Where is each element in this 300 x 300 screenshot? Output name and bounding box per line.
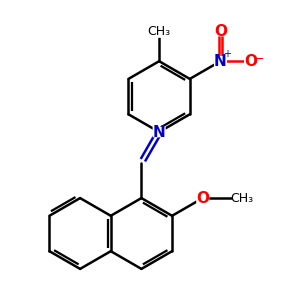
FancyBboxPatch shape: [196, 193, 209, 203]
Text: CH₃: CH₃: [148, 25, 171, 38]
Text: +: +: [223, 49, 231, 59]
FancyBboxPatch shape: [214, 56, 227, 67]
FancyBboxPatch shape: [232, 191, 252, 205]
Text: O: O: [214, 24, 227, 39]
FancyBboxPatch shape: [153, 127, 166, 137]
Text: CH₃: CH₃: [230, 192, 254, 205]
Text: N: N: [214, 54, 227, 69]
Text: −: −: [254, 53, 265, 66]
FancyBboxPatch shape: [214, 26, 227, 36]
FancyBboxPatch shape: [244, 56, 257, 67]
Text: O: O: [196, 190, 209, 206]
Text: N: N: [153, 124, 166, 140]
Text: O: O: [244, 54, 257, 69]
FancyBboxPatch shape: [149, 24, 170, 38]
